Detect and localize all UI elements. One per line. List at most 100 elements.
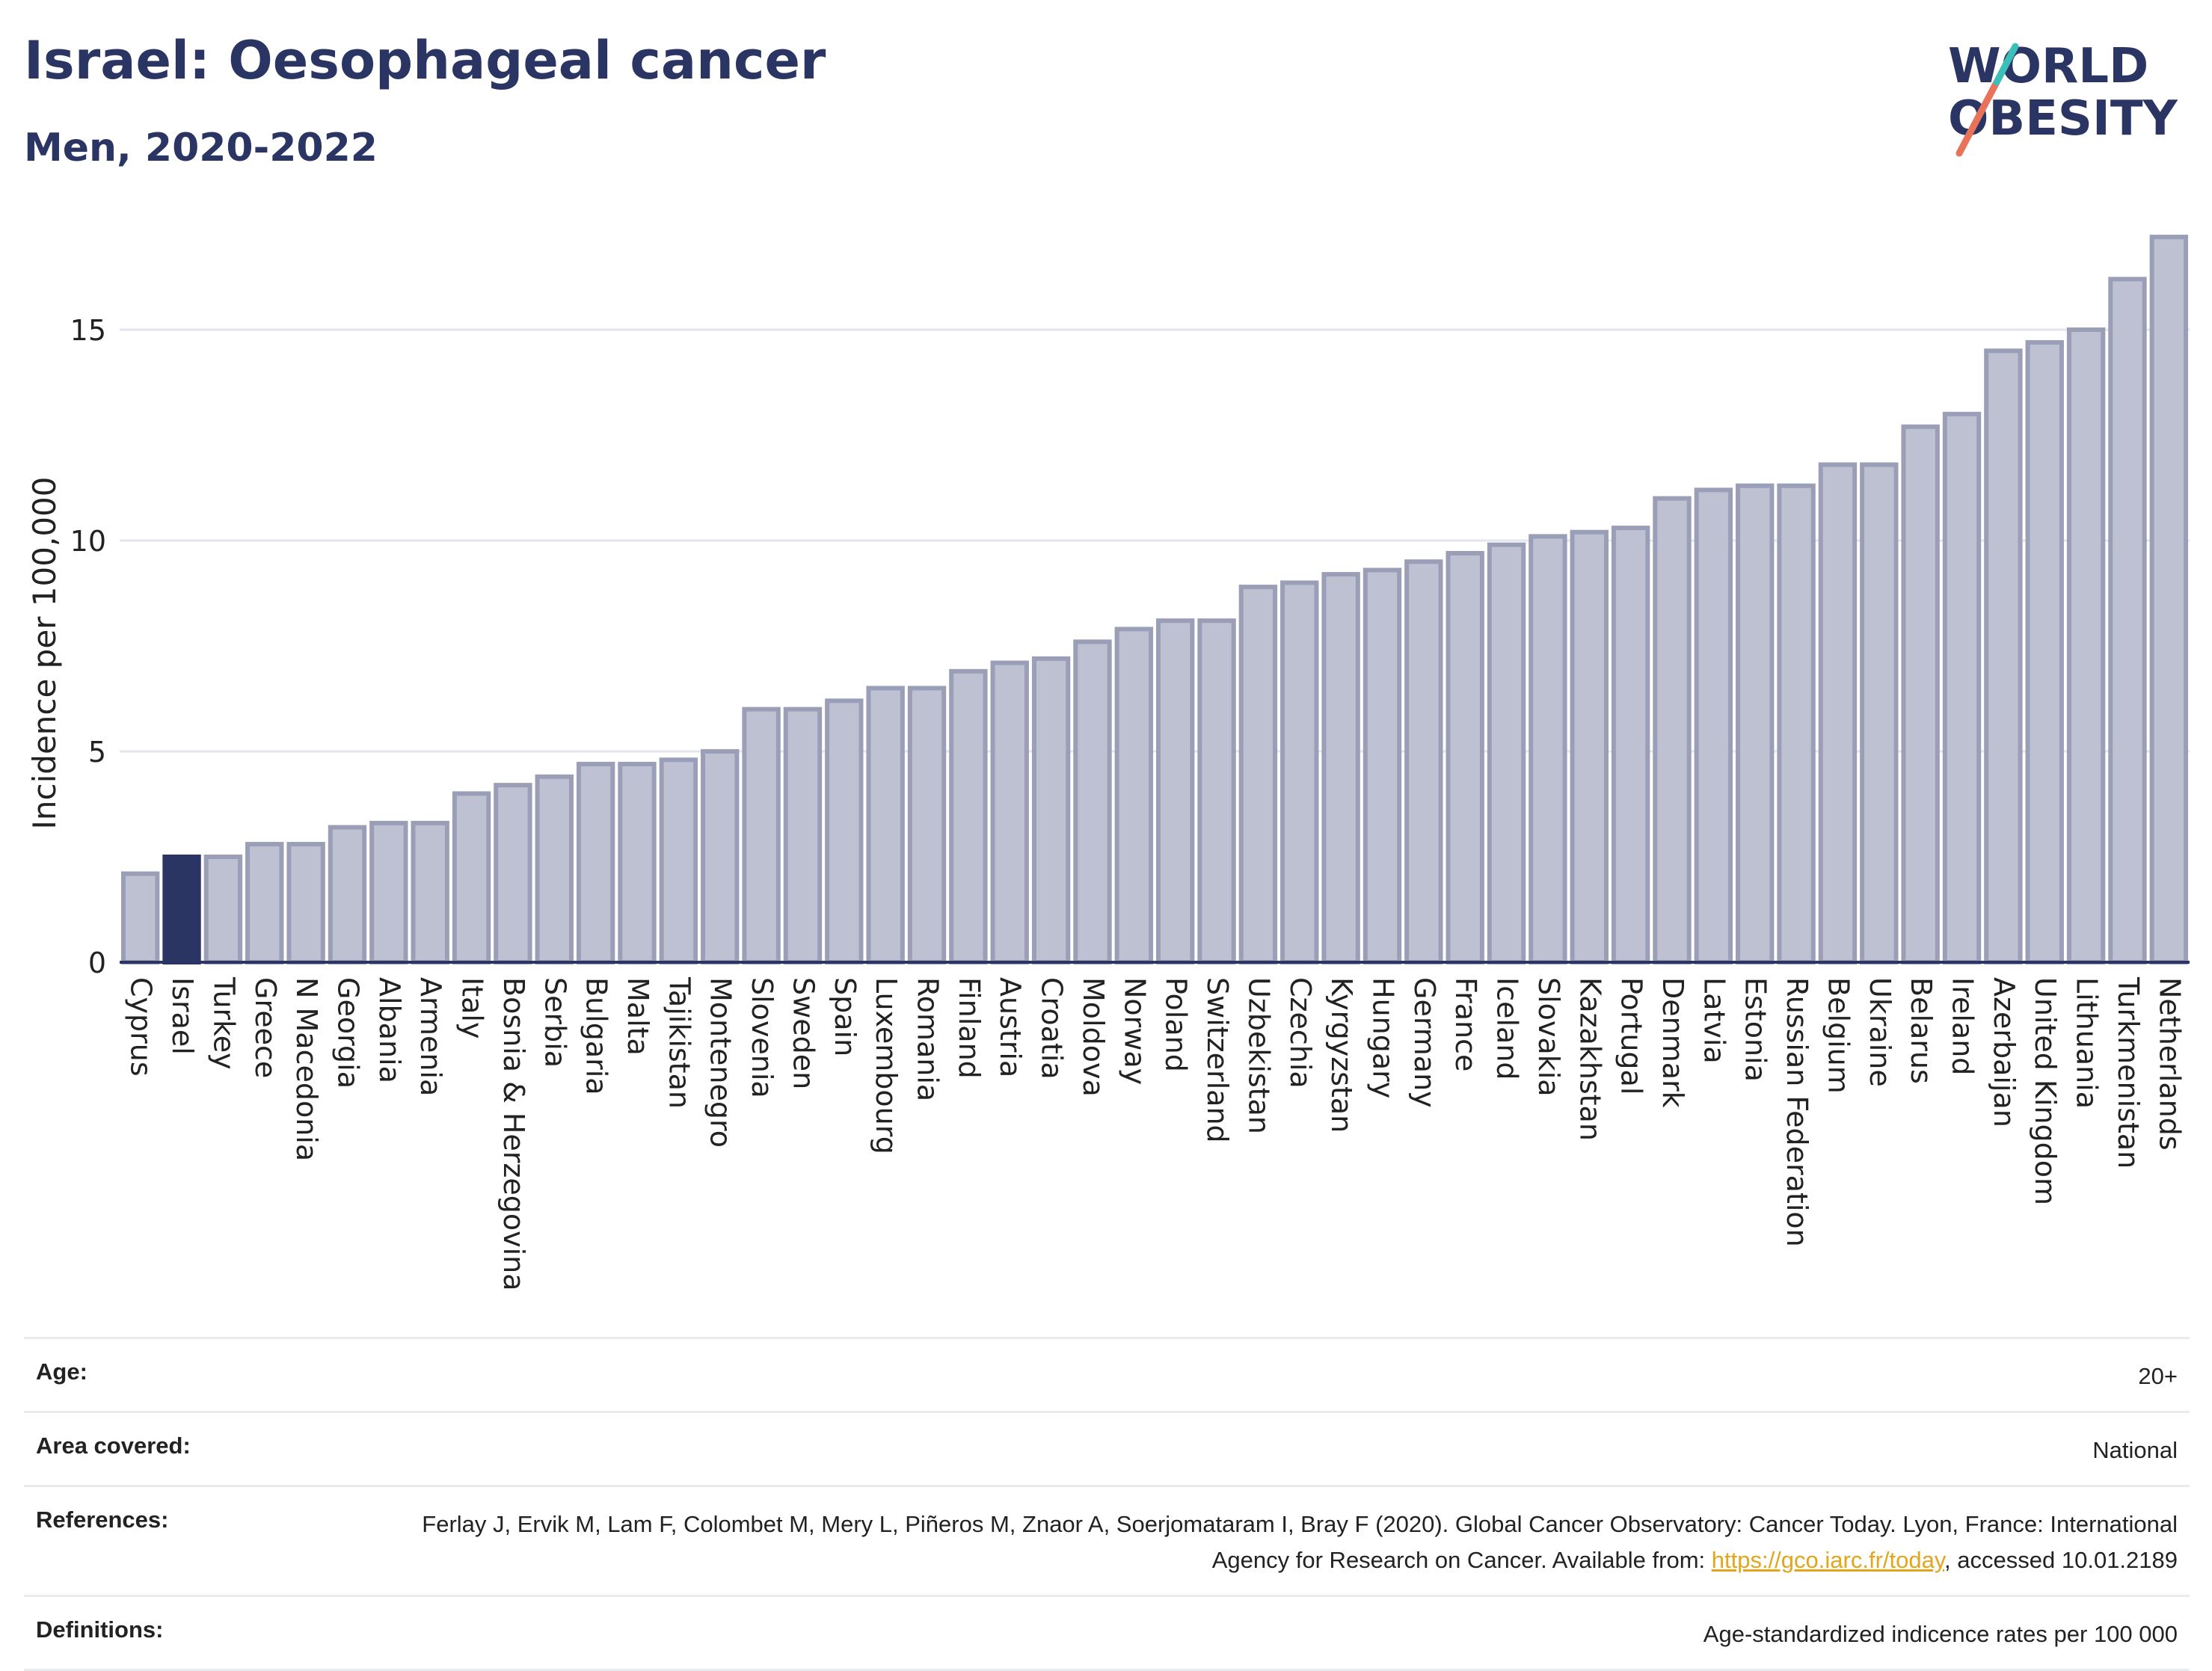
bar-slovenia (742, 707, 781, 964)
x-tick-label: Romania (912, 977, 944, 1101)
meta-row-area: Area covered: National (24, 1411, 2190, 1485)
y-tick-label: 10 (70, 525, 106, 558)
references-link[interactable]: https://gco.iarc.fr/today (1711, 1547, 1945, 1573)
bar-uzbekistan (1238, 585, 1278, 964)
bar-croatia (1031, 656, 1071, 964)
definitions-value: Age-standardized indicence rates per 100… (1703, 1621, 2178, 1647)
bar-denmark (1653, 496, 1692, 964)
references-text: Ferlay J, Ervik M, Lam F, Colombet M, Me… (422, 1511, 2178, 1573)
age-value: 20+ (2138, 1363, 2178, 1389)
bar-spain (825, 698, 864, 964)
y-tick-label: 0 (88, 947, 106, 979)
metadata-table: Age: 20+ Area covered: National Referenc… (24, 1337, 2190, 1671)
bar-finland (949, 668, 988, 965)
chart-title: Israel: Oesophageal cancer (24, 30, 826, 91)
bar-ireland (1942, 411, 1982, 964)
x-tick-label: Georgia (331, 977, 364, 1089)
bar-moldova (1073, 639, 1112, 964)
bar-luxembourg (866, 686, 905, 965)
x-tick-label: Luxembourg (870, 977, 903, 1154)
references-suffix: , accessed 10.01.2189 (1944, 1547, 2178, 1573)
meta-row-references: References: Ferlay J, Ervik M, Lam F, Co… (24, 1485, 2190, 1595)
x-tick-label: Latvia (1698, 977, 1730, 1064)
age-label: Age: (36, 1358, 87, 1385)
x-tick-label: France (1449, 977, 1482, 1071)
x-tick-label: Kyrgyzstan (1325, 977, 1358, 1133)
x-tick-label: Belarus (1905, 977, 1938, 1084)
bar-czechia (1280, 580, 1319, 965)
x-tick-label: Turkmenistan (2112, 976, 2145, 1169)
x-tick-label: Israel (166, 977, 199, 1055)
x-tick-label: Switzerland (1201, 977, 1234, 1143)
x-tick-label: Cyprus (125, 977, 158, 1077)
bar-lithuania (2066, 327, 2106, 964)
x-tick-label: Spain (829, 977, 861, 1056)
y-tick-label: 5 (88, 736, 106, 769)
x-tick-label: Netherlands (2153, 977, 2186, 1151)
x-tick-label: Slovakia (1532, 977, 1565, 1097)
references-value: Ferlay J, Ervik M, Lam F, Colombet M, Me… (420, 1507, 2178, 1578)
bar-netherlands (2149, 234, 2189, 965)
x-tick-label: Turkey (207, 976, 240, 1070)
x-tick-label: Serbia (538, 977, 571, 1068)
bar-estonia (1736, 483, 1775, 964)
x-tick-label: Ireland (1947, 977, 1979, 1075)
bar-poland (1155, 618, 1195, 964)
bar-russian-federation (1777, 483, 1816, 964)
chart-subtitle: Men, 2020-2022 (24, 126, 378, 170)
bar-kazakhstan (1570, 529, 1609, 964)
bar-portugal (1611, 526, 1650, 964)
x-tick-label: Slovenia (746, 977, 778, 1098)
x-tick-label: Norway (1118, 977, 1151, 1085)
x-tick-label: Czechia (1284, 977, 1317, 1089)
bar-slovakia (1529, 534, 1567, 964)
bar-belarus (1901, 424, 1940, 964)
bar-latvia (1694, 487, 1733, 964)
x-tick-label: Moldova (1077, 977, 1110, 1097)
bar-israel (162, 855, 201, 964)
world-obesity-logo: WORLD OBESITY (1948, 39, 2178, 157)
x-tick-label: Estonia (1739, 977, 1772, 1082)
bar-greece (245, 842, 284, 964)
bar-montenegro (701, 749, 740, 964)
bar-cyprus (120, 871, 160, 965)
bar-azerbaijan (1984, 348, 2023, 964)
bar-malta (618, 761, 657, 964)
x-tick-label: Bulgaria (580, 977, 613, 1095)
svg-text:WORLD: WORLD (1948, 39, 2148, 94)
bar-bosnia-herzegovina (494, 783, 532, 964)
x-tick-label: Armenia (414, 977, 447, 1096)
bar-sweden (783, 707, 823, 964)
x-tick-label: Russian Federation (1781, 977, 1813, 1247)
x-tick-label: Belgium (1822, 977, 1855, 1094)
x-tick-label: Croatia (1036, 977, 1069, 1080)
bar-romania (907, 686, 947, 965)
bar-kyrgyzstan (1321, 572, 1360, 964)
y-axis-label: Incidence per 100,000 (26, 477, 63, 830)
bar-n-macedonia (286, 842, 325, 964)
bar-austria (990, 660, 1029, 964)
bar-iceland (1487, 542, 1526, 964)
bar-serbia (535, 774, 574, 964)
bar-georgia (328, 825, 367, 965)
x-tick-label: Iceland (1491, 977, 1524, 1080)
x-tick-label: United Kingdom (2029, 977, 2062, 1205)
meta-row-definitions: Definitions: Age-standardized indicence … (24, 1595, 2190, 1671)
bar-bulgaria (576, 761, 615, 964)
bar-turkey (203, 855, 243, 964)
bar-ukraine (1860, 462, 1899, 964)
x-tick-label: Malta (621, 977, 654, 1056)
x-tick-label: Bosnia & Herzegovina (497, 977, 530, 1291)
x-tick-label: N Macedonia (290, 977, 323, 1161)
x-tick-label: Montenegro (704, 977, 737, 1148)
bar-switzerland (1197, 618, 1236, 964)
bar-norway (1114, 627, 1154, 964)
x-tick-label: Lithuania (2071, 977, 2104, 1109)
x-tick-label: Azerbaijan (1988, 977, 2021, 1127)
bar-turkmenistan (2108, 277, 2147, 964)
x-tick-label: Portugal (1615, 977, 1648, 1095)
bar-tajikistan (659, 757, 698, 965)
x-tick-label: Tajikistan (663, 976, 695, 1109)
x-tick-label: Poland (1160, 977, 1193, 1072)
